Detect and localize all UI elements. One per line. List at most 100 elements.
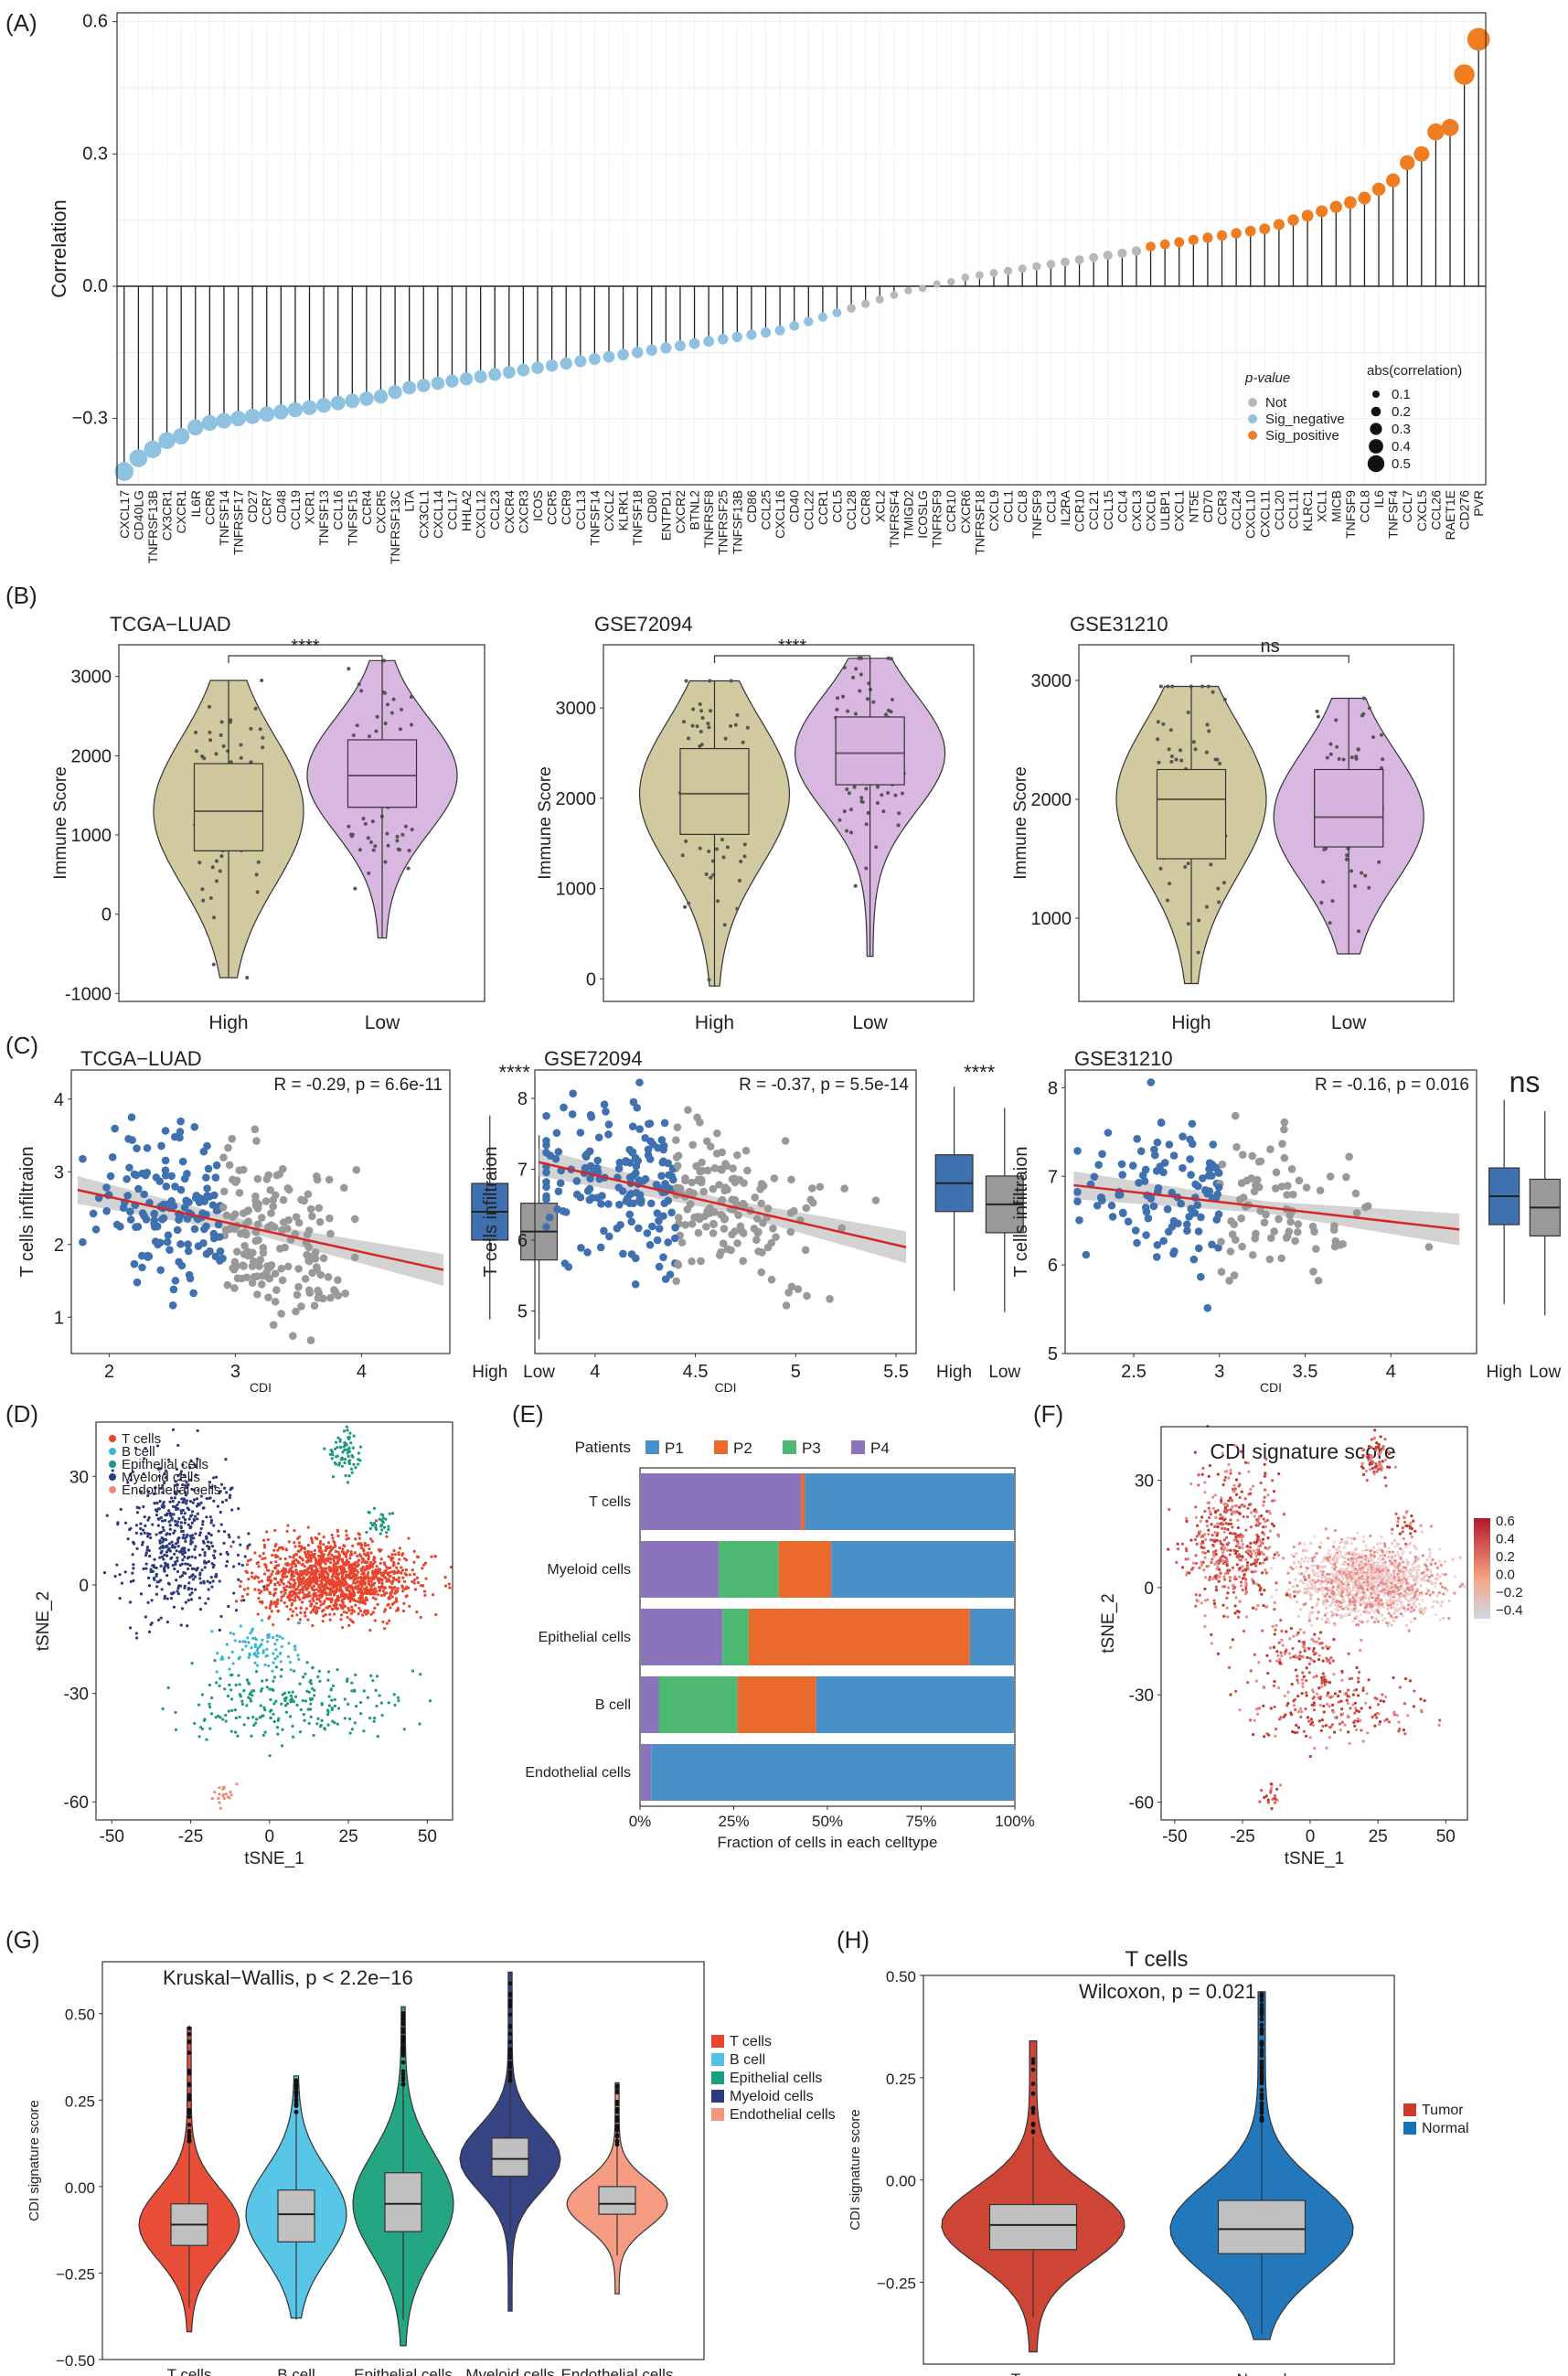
cell-point xyxy=(351,1544,355,1547)
cell-point xyxy=(183,1586,187,1589)
cell-point xyxy=(382,1525,386,1529)
x-tick-label: 5 xyxy=(791,1362,801,1382)
lollipop-point xyxy=(1018,264,1027,273)
scatter-point xyxy=(770,1174,779,1183)
scatter-point xyxy=(816,1183,825,1192)
cell-point xyxy=(211,1579,215,1583)
cell-point xyxy=(1442,1616,1445,1620)
cell-point xyxy=(269,1716,272,1720)
jitter-point xyxy=(745,725,750,730)
jitter-point xyxy=(1197,918,1201,923)
cell-point xyxy=(272,1594,276,1598)
scatter-point xyxy=(1283,1191,1291,1199)
y-tick-label: 3000 xyxy=(556,699,597,719)
cell-point xyxy=(371,1572,375,1576)
lollipop-point xyxy=(1441,118,1459,136)
cell-point xyxy=(225,1559,229,1564)
cell-point xyxy=(297,1657,301,1661)
scatter-point xyxy=(1226,1247,1235,1256)
y-tick-label: -1000 xyxy=(65,984,112,1004)
scatter-point xyxy=(605,1232,613,1241)
scatter-point xyxy=(594,1133,603,1142)
x-tick-label: CCL28 xyxy=(844,490,859,530)
cell-point xyxy=(419,1615,422,1620)
cell-point xyxy=(349,1550,353,1554)
jitter-point xyxy=(1328,742,1333,746)
cell-point xyxy=(155,1509,159,1514)
scatter-point xyxy=(655,1262,664,1271)
cell-point xyxy=(443,1576,447,1579)
scatter-point xyxy=(564,1263,573,1271)
cell-point xyxy=(285,1529,289,1533)
cell-point xyxy=(387,1701,390,1705)
scatter-point xyxy=(782,1301,791,1310)
cell-point xyxy=(185,1502,188,1505)
cell-point xyxy=(371,1679,375,1683)
x-tick-label: CCR6 xyxy=(202,490,217,525)
x-tick-label: XCL1 xyxy=(1315,490,1329,522)
scatter-point xyxy=(1291,1236,1299,1246)
cell-point xyxy=(209,1518,214,1522)
cell-point xyxy=(234,1716,238,1720)
scatter-point xyxy=(1152,1253,1161,1261)
cell-point xyxy=(383,1608,388,1611)
cell-point xyxy=(381,1572,385,1577)
jitter-point xyxy=(382,658,387,663)
cell-point xyxy=(266,1640,270,1643)
cell-point xyxy=(328,1557,332,1560)
cell-point xyxy=(339,1613,344,1617)
scatter-point xyxy=(178,1157,187,1166)
cell-point xyxy=(271,1687,274,1691)
scatter-point xyxy=(688,1257,696,1266)
scatter-point xyxy=(826,1295,834,1303)
sig-bracket xyxy=(1190,655,1349,663)
cell-point xyxy=(255,1654,260,1658)
cell-point xyxy=(400,1571,403,1575)
jitter-point xyxy=(1211,690,1215,694)
cell-point xyxy=(375,1704,379,1708)
lollipop-point xyxy=(1004,266,1013,275)
cell-point xyxy=(187,1523,190,1526)
scatter-point xyxy=(275,1244,284,1253)
jitter-point xyxy=(1193,747,1198,752)
scatter-point xyxy=(161,1156,170,1165)
cell-point xyxy=(336,1594,339,1599)
cell-point xyxy=(165,1574,169,1578)
cell-point xyxy=(264,1606,268,1610)
jitter-point xyxy=(742,854,747,859)
cell-point xyxy=(261,1679,264,1683)
jitter-point xyxy=(219,854,224,859)
lollipop-point xyxy=(645,344,657,357)
panel-label: (G) xyxy=(5,1926,40,1953)
cell-point xyxy=(170,1518,174,1522)
x-tick-label: CCL4 xyxy=(1115,490,1129,523)
cell-point xyxy=(375,1519,379,1523)
lollipop-point xyxy=(201,414,219,432)
cell-point xyxy=(294,1568,298,1572)
lollipop-point xyxy=(976,271,984,280)
scatter-point xyxy=(200,1225,208,1234)
scatter-point xyxy=(1239,1193,1248,1202)
legend-swatch xyxy=(714,1440,728,1454)
scatter-point xyxy=(721,1183,730,1192)
lollipop-point xyxy=(1413,145,1430,162)
scatter-point xyxy=(602,1108,610,1116)
cell-point xyxy=(1303,1587,1307,1590)
scatter-point xyxy=(240,1228,250,1237)
cell-point xyxy=(1316,1574,1319,1578)
jitter-point xyxy=(1200,684,1205,689)
scatter-point xyxy=(614,1164,624,1172)
cell-point xyxy=(301,1562,304,1566)
scatter-point xyxy=(173,1225,182,1235)
cell-point xyxy=(273,1545,277,1548)
scatter-point xyxy=(244,1217,252,1225)
scatter-point xyxy=(186,1274,195,1283)
cell-point xyxy=(267,1664,271,1668)
lollipop-point xyxy=(1244,225,1256,237)
cell-point xyxy=(403,1579,407,1583)
cell-point xyxy=(239,1584,242,1589)
scatter-point xyxy=(674,1214,683,1222)
cell-point xyxy=(367,1556,370,1559)
cell-point xyxy=(274,1665,279,1669)
jitter-point xyxy=(707,978,711,982)
